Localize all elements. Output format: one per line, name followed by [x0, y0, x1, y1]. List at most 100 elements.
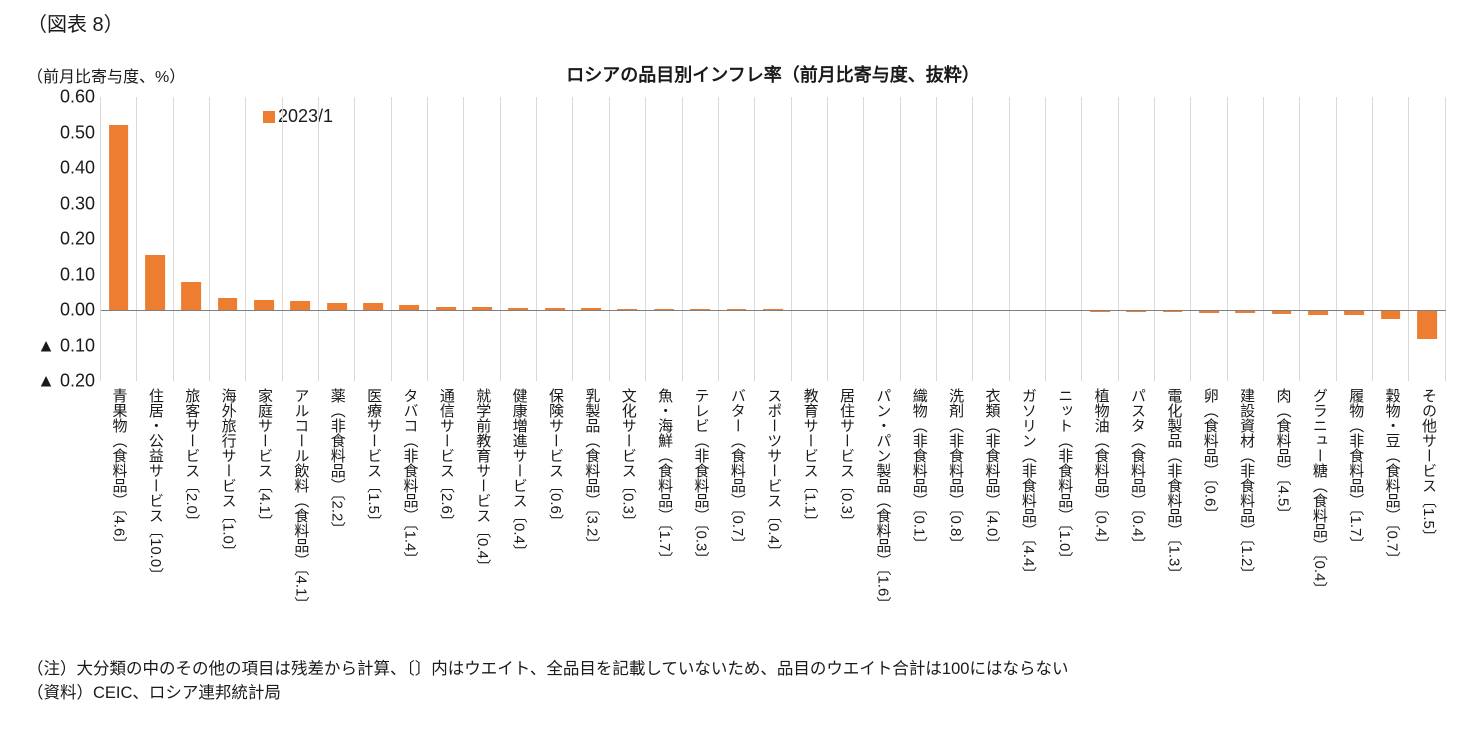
category-slot [101, 97, 138, 381]
bar [217, 298, 238, 310]
bar [399, 305, 420, 310]
x-axis-category-label: アルコール飲料（食料品）〔4.1〕 [292, 388, 310, 612]
bar [1235, 311, 1256, 314]
x-axis-category-label: 魚・海鮮（食料品）〔1.7〕 [656, 388, 674, 567]
bar [435, 306, 456, 310]
bar [1271, 311, 1292, 315]
bar [108, 125, 129, 310]
x-axis-category-label: 文化サービス〔0.3〕 [619, 388, 637, 529]
x-axis-category-label: 建設資材（非食料品）〔1.2〕 [1238, 388, 1256, 582]
category-slot [573, 97, 610, 381]
x-axis-category-label: 植物油（食料品）〔0.4〕 [1092, 388, 1110, 552]
chart-title: ロシアの品目別インフレ率（前月比寄与度、抜粋） [566, 65, 980, 85]
x-axis-category-label: パン・パン製品（食料品）〔1.6〕 [874, 388, 892, 612]
bar [472, 307, 492, 310]
x-axis-category-label: 海外旅行サービス〔1.0〕 [219, 388, 237, 559]
category-slot [1010, 97, 1046, 381]
bar [1380, 311, 1401, 319]
x-axis-category-label: 卵（食料品）〔0.6〕 [1201, 388, 1219, 522]
y-axis: 0.60 0.50 0.40 0.30 0.20 0.10 0.00 ▲ 0.10 ▲ 0.20 [0, 87, 95, 391]
category-slot [1082, 97, 1119, 381]
category-slot [283, 97, 320, 381]
category-slot [683, 97, 719, 381]
x-axis-category-label: バター（食料品）〔0.7〕 [728, 388, 746, 552]
bar [290, 301, 311, 310]
bar [508, 307, 529, 310]
x-axis-category-label: 衣類（非食料品）〔4.0〕 [983, 388, 1001, 552]
x-axis-category-label: 就学前教育サービス〔0.4〕 [474, 388, 492, 574]
x-axis-category-label: 穀物・豆（食料品）〔0.7〕 [1383, 388, 1401, 567]
y-tick-label: ▲ 0.20 [37, 370, 95, 391]
x-axis-category-label: パスタ（食料品）〔0.4〕 [1128, 388, 1146, 552]
bar [1126, 311, 1147, 312]
x-axis-labels: 青果物（食料品）〔4.6〕 住居・公益サービス〔10.0〕 旅客サービス〔2.0〕海… [100, 388, 1446, 654]
zero-axis-line [101, 310, 1446, 311]
x-axis-category-label: 保険サービス〔0.6〕 [546, 388, 564, 529]
x-axis-category-label: 肉（食料品）〔4.5〕 [1274, 388, 1292, 522]
x-axis-category-label: 乳製品（食料品）〔3.2〕 [583, 388, 601, 552]
category-slot [610, 97, 647, 381]
category-slot [719, 97, 756, 381]
bar [1308, 311, 1328, 315]
x-axis-category-label: 電化製品（非食料品）〔1.3〕 [1165, 388, 1183, 582]
x-axis-category-label: 洗剤（非食料品）〔0.8〕 [947, 388, 965, 552]
y-tick-label: 0.20 [59, 228, 95, 249]
bar [544, 307, 565, 310]
x-axis-category-label: 住居・公益サービス〔10.0〕 [146, 388, 164, 583]
category-slot [392, 97, 429, 381]
x-axis-category-label: 薬（非食料品）〔2.2〕 [328, 388, 346, 537]
category-slot [1300, 97, 1337, 381]
category-slot [1264, 97, 1301, 381]
bar [653, 308, 674, 310]
figure-label: （図表 8） [27, 14, 124, 36]
x-axis-category-label: 家庭サービス〔4.1〕 [255, 388, 273, 529]
x-axis-category-label: 青果物（食料品）〔4.6〕 [110, 388, 128, 552]
category-slot [792, 97, 828, 381]
category-slot [1046, 97, 1083, 381]
category-slot [210, 97, 247, 381]
bar [1199, 311, 1219, 313]
category-slot [137, 97, 174, 381]
legend: 2023/1 [263, 106, 333, 127]
category-slot [828, 97, 865, 381]
bar [326, 302, 347, 310]
category-slot [1409, 97, 1446, 381]
category-slot [937, 97, 974, 381]
bar [617, 308, 638, 310]
category-slot [174, 97, 211, 381]
x-axis-category-label: 居住サービス〔0.3〕 [837, 388, 855, 529]
bar [762, 309, 783, 310]
y-tick-label: 0.00 [59, 299, 95, 320]
x-axis-category-label: 教育サービス〔1.1〕 [801, 388, 819, 529]
x-axis-category-label: 旅客サービス〔2.0〕 [183, 388, 201, 529]
x-axis-category-label: ニット（非食料品）〔1.0〕 [1056, 388, 1074, 567]
category-slot [755, 97, 792, 381]
legend-swatch [263, 110, 275, 123]
category-slot [355, 97, 392, 381]
bar [363, 303, 383, 310]
x-axis-category-label: 医療サービス〔1.5〕 [365, 388, 383, 529]
plot-area [100, 97, 1446, 381]
x-axis-category-label: テレビ（非食料品）〔0.3〕 [692, 388, 710, 567]
y-tick-label: 0.40 [59, 157, 95, 178]
footnotes: （注）大分類の中のその他の項目は残差から計算、〔〕内はウエイト、全品目を記載して… [27, 658, 1068, 706]
y-axis-unit-label: （前月比寄与度、%） [27, 69, 186, 86]
bar [581, 307, 602, 310]
category-slot [864, 97, 901, 381]
category-slot [1191, 97, 1228, 381]
category-slot [537, 97, 574, 381]
note-line: （注）大分類の中のその他の項目は残差から計算、〔〕内はウエイト、全品目を記載して… [27, 660, 1069, 678]
category-slot [246, 97, 283, 381]
bar [1417, 311, 1437, 340]
category-slot [1155, 97, 1192, 381]
bar [181, 282, 202, 310]
bar [1344, 311, 1365, 316]
category-slot [1373, 97, 1410, 381]
category-slot [464, 97, 501, 381]
y-tick-label: 0.10 [59, 264, 95, 284]
y-tick-label: ▲ 0.10 [37, 335, 95, 355]
bar [1162, 311, 1183, 313]
x-axis-category-label: スポーツサービス〔0.4〕 [765, 388, 783, 559]
bar [254, 300, 274, 310]
